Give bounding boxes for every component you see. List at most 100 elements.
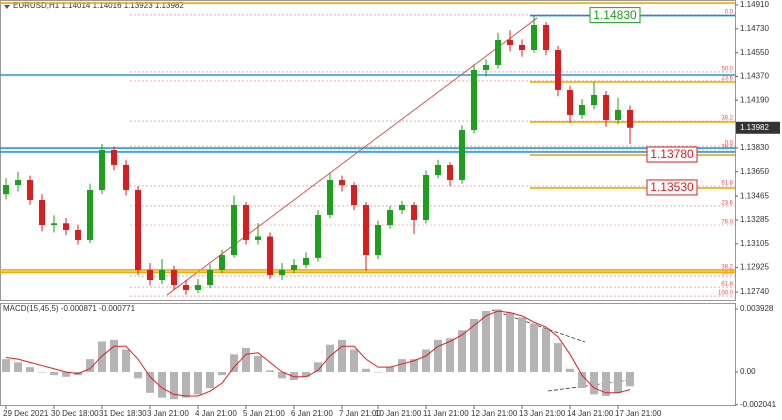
- fib-label: 61.8: [721, 181, 733, 187]
- fib-label: 0.0: [725, 141, 734, 147]
- y-tick-label: 1.13465: [740, 191, 769, 200]
- macd-trend-line: [491, 309, 586, 343]
- histogram-bar: [110, 339, 118, 372]
- histogram-bar: [194, 371, 202, 395]
- candle-body: [567, 89, 573, 115]
- macd-title: MACD(15,45,5) -0.000871 -0.000771: [3, 304, 136, 313]
- candle-body: [3, 185, 9, 195]
- candle-body: [63, 223, 69, 231]
- y-tick-label: -0.002041: [740, 400, 777, 409]
- histogram-bar: [338, 339, 346, 372]
- symbol-icon: [4, 5, 10, 9]
- fib-label: 38.2: [721, 116, 733, 122]
- histogram-bar: [554, 343, 562, 372]
- x-tick-label: 10 Jan 21:00: [375, 409, 422, 418]
- candle-body: [327, 180, 333, 215]
- histogram-bar: [326, 344, 334, 372]
- last-price-box: [736, 121, 780, 134]
- histogram-bar: [566, 368, 574, 372]
- x-tick-label: 3 Jan 21:00: [147, 409, 189, 418]
- x-tick-label: 4 Jan 21:00: [195, 409, 237, 418]
- histogram-bar: [98, 341, 106, 372]
- candle-body: [387, 210, 393, 225]
- candle-body: [615, 109, 621, 120]
- histogram-bar: [530, 323, 538, 372]
- histogram-bar: [590, 371, 598, 395]
- candle-body: [315, 214, 321, 258]
- histogram-bar: [146, 371, 154, 393]
- x-tick-label: 17 Jan 21:00: [615, 409, 662, 418]
- histogram-bar: [266, 370, 274, 372]
- candle-body: [543, 25, 549, 50]
- histogram-bar: [350, 349, 358, 372]
- candle-body: [579, 105, 585, 115]
- candle-body: [87, 189, 93, 240]
- x-tick-label: 13 Jan 21:00: [519, 409, 566, 418]
- histogram-bar: [602, 371, 610, 397]
- histogram-bar: [122, 349, 130, 372]
- fib-label: 61.8: [721, 282, 733, 288]
- candle-body: [303, 257, 309, 265]
- histogram-bar: [422, 349, 430, 372]
- candle-body: [207, 269, 213, 286]
- signal-line: [5, 310, 631, 397]
- histogram-bar: [578, 371, 586, 388]
- fib-label: 50.0: [721, 271, 733, 277]
- fib-label: 100.0: [718, 291, 734, 297]
- histogram-bar: [314, 362, 322, 372]
- candle-body: [183, 285, 189, 290]
- candle-body: [363, 205, 369, 256]
- x-tick-label: 29 Dec 2021: [3, 409, 49, 418]
- fib-label: 0.0: [725, 10, 734, 16]
- histogram-bar: [26, 367, 34, 372]
- histogram-bar: [386, 367, 394, 372]
- candle-body: [531, 25, 537, 50]
- histogram-bar: [230, 354, 238, 372]
- fib-label: 38.2: [721, 265, 733, 271]
- main-pane: [0, 0, 736, 301]
- y-tick-label: 0.003928: [740, 304, 774, 313]
- histogram-bar: [38, 371, 46, 373]
- y-tick-label: 1.13650: [740, 167, 769, 176]
- candle-body: [195, 285, 201, 290]
- histogram-bar: [62, 371, 70, 377]
- histogram-bar: [302, 371, 310, 377]
- histogram-bar: [50, 371, 58, 376]
- histogram-bar: [470, 319, 478, 372]
- level-label: 1.13530: [650, 180, 694, 194]
- y-tick-label: 1.14730: [740, 24, 769, 33]
- candle-body: [243, 205, 249, 240]
- candle-body: [291, 264, 297, 270]
- level-label: 1.13780: [650, 147, 694, 161]
- x-tick-label: 30 Dec 18:00: [51, 409, 99, 418]
- macd-pane: [0, 303, 736, 406]
- candle-body: [351, 185, 357, 206]
- histogram-bar: [14, 362, 22, 372]
- candle-body: [447, 164, 453, 181]
- x-tick-label: 12 Jan 21:00: [471, 409, 518, 418]
- candle-body: [267, 236, 273, 275]
- histogram-bar: [242, 347, 250, 372]
- candle-body: [135, 189, 141, 270]
- candle-body: [435, 164, 441, 175]
- level-label-box: [646, 146, 698, 163]
- candle-body: [159, 269, 165, 281]
- y-tick-label: 1.13285: [740, 215, 769, 224]
- histogram-bar: [254, 355, 262, 372]
- x-tick-label: 6 Jan 21:00: [291, 409, 333, 418]
- candle-body: [603, 94, 609, 120]
- level-label: 1.14830: [593, 8, 637, 22]
- histogram-bar: [170, 371, 178, 400]
- fib-label: 23.6: [721, 76, 733, 82]
- candle-body: [423, 175, 429, 220]
- histogram-bar: [518, 317, 526, 372]
- histogram-bar: [506, 312, 514, 372]
- histogram-bar: [494, 309, 502, 372]
- histogram-bar: [362, 368, 370, 372]
- histogram-bar: [446, 338, 454, 372]
- candle-body: [495, 39, 501, 65]
- y-tick-label: 1.12740: [740, 287, 769, 296]
- candle-body: [15, 180, 21, 186]
- candle-body: [459, 130, 465, 181]
